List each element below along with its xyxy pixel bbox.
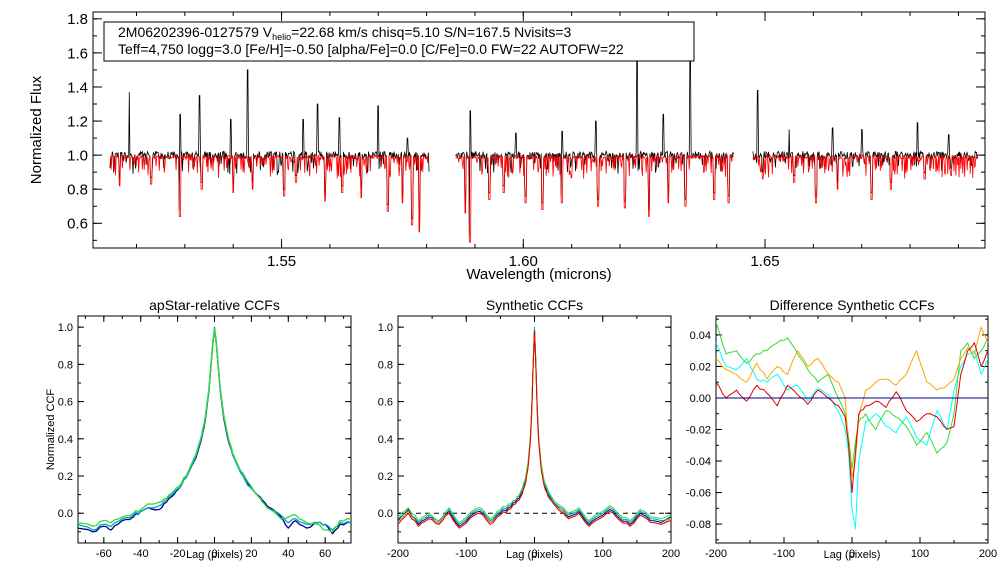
difference_ccf-xlabel: Lag (pixels) <box>824 549 881 561</box>
difference_ccf-ytick-label: -0.06 <box>686 488 711 500</box>
difference_ccf-series-visit-1 <box>716 342 988 530</box>
synthetic_ccf-ytick-label: 0.6 <box>378 397 393 409</box>
difference_ccf-ytick-label: 0.02 <box>690 361 711 373</box>
synthetic_ccf-xtick-label: -100 <box>455 548 477 560</box>
synthetic_ccf-xtick-label: 0 <box>531 548 537 560</box>
difference_ccf-series-visit-3 <box>716 326 988 478</box>
apstar_ccf-ytick-label: 1.0 <box>58 322 73 334</box>
spectrum-synthetic-chip-2 <box>455 153 734 243</box>
spectrum-ytick-label: 0.6 <box>67 216 88 233</box>
difference_ccf-title: Difference Synthetic CCFs <box>770 297 935 313</box>
apstar_ccf-series-visit-3 <box>78 328 351 533</box>
spectrum-xtick-label: 1.65 <box>750 253 779 270</box>
info-chisq: chisq=5.10 <box>368 24 440 40</box>
info-vhelio-sub: helio <box>272 32 291 42</box>
difference_ccf-ytick-label: -0.04 <box>686 456 711 468</box>
synthetic_ccf-xtick-label: -200 <box>387 548 409 560</box>
spectrum-ytick-label: 0.8 <box>67 182 88 199</box>
apstar_ccf-xtick-label: 60 <box>319 548 331 560</box>
apstar_ccf-xlabel: Lag (pixels) <box>186 549 243 561</box>
info-sn: S/N=167.5 <box>440 24 511 40</box>
spectrum-xlabel: Wavelength (microns) <box>466 266 611 283</box>
apstar_ccf-title: apStar-relative CCFs <box>149 297 280 313</box>
info-line-1: 2M06202396-0127579 Vhelio=22.68 km/s chi… <box>118 24 572 42</box>
info-vhelio-value: =22.68 km/s <box>291 24 368 40</box>
difference_ccf-xtick-label: -100 <box>773 548 795 560</box>
apstar_ccf-xtick-label: 40 <box>282 548 294 560</box>
info-line-2: Teff=4,750 logg=3.0 [Fe/H]=-0.50 [alpha/… <box>118 41 624 57</box>
spectrum-synthetic-chip-1 <box>109 153 430 233</box>
difference_ccf-series-visit-4 <box>716 342 988 494</box>
spectrum-ytick-label: 1.8 <box>67 11 88 28</box>
difference-ccf-panel: -200 -100 0 100 200 -0.08 -0.06 -0.04 -0.02 0.00 0… <box>686 297 997 561</box>
difference_ccf-xtick-label: 0 <box>849 548 855 560</box>
spectrum-ytick-label: 1.2 <box>67 113 88 130</box>
apstar_ccf-ytick-label: 0.4 <box>58 434 73 446</box>
apstar_ccf-ytick-label: 0.0 <box>58 508 73 520</box>
spectrum-ytick-label: 1.6 <box>67 45 88 62</box>
apstar_ccf-xtick-label: -60 <box>96 548 112 560</box>
spectrum-ytick-label: 1.0 <box>67 148 88 165</box>
difference_ccf-ytick-label: 0.04 <box>690 330 711 342</box>
spectrum-observed-chip-1 <box>109 69 430 226</box>
synthetic-ccf-panel: -200 -100 0 100 200 0.0 0.2 0.4 0.6 0.8 1.0 Lag (pi… <box>378 297 680 561</box>
difference_ccf-xtick-label: 100 <box>911 548 929 560</box>
info-nvisits: Nvisits=3 <box>510 24 571 40</box>
synthetic_ccf-ytick-label: 0.8 <box>378 359 393 371</box>
info-vhelio-symbol: V <box>263 24 273 40</box>
synthetic_ccf-xtick-label: 200 <box>662 548 680 560</box>
difference_ccf-xtick-label: 200 <box>979 548 997 560</box>
difference_ccf-ytick-label: -0.02 <box>686 424 711 436</box>
info-box <box>103 21 695 62</box>
synthetic_ccf-series-visit-5 <box>398 330 671 529</box>
difference_ccf-series-visit-2 <box>716 322 988 470</box>
apstar_ccf-xtick-label: 0 <box>211 548 217 560</box>
synthetic_ccf-ytick-label: 0.4 <box>378 434 393 446</box>
apstar_ccf-xtick-label: -40 <box>133 548 149 560</box>
apstar_ccf-xtick-label: -20 <box>170 548 186 560</box>
spectrum-xtick-label: 1.55 <box>267 253 296 270</box>
synthetic_ccf-ytick-label: 0.2 <box>378 471 393 483</box>
spectrum-ylabel: Normalized Flux <box>28 75 45 184</box>
spectrum-ytick-label: 1.4 <box>67 79 88 96</box>
difference_ccf-ytick-label: -0.08 <box>686 519 711 531</box>
synthetic_ccf-series-visit-2 <box>398 326 671 525</box>
synthetic_ccf-ytick-label: 0.0 <box>378 508 393 520</box>
difference_ccf-xtick-label: -200 <box>705 548 727 560</box>
apstar_ccf-ytick-label: 0.8 <box>58 359 73 371</box>
synthetic_ccf-ytick-label: 1.0 <box>378 322 393 334</box>
spectrum-xtick-label: 1.60 <box>509 253 538 270</box>
spectrum-panel: 1.55 1.60 1.65 0.6 0.8 1.0 1.2 1.4 1.6 1.8 Wavelen… <box>28 11 986 283</box>
info-object: 2M06202396-0127579 <box>118 24 263 40</box>
synthetic_ccf-xlabel: Lag (pixels) <box>506 549 563 561</box>
synthetic_ccf-title: Synthetic CCFs <box>486 297 583 313</box>
apstar_ccf-ylabel: Normalized CCF <box>45 389 57 471</box>
apstar_ccf-ytick-label: 0.2 <box>58 471 73 483</box>
synthetic_ccf-series-visit-3 <box>398 328 671 525</box>
synthetic_ccf-xtick-label: 100 <box>594 548 612 560</box>
apstar_ccf-xtick-label: 20 <box>245 548 257 560</box>
difference_ccf-ytick-label: 0.00 <box>690 393 711 405</box>
spectrum-frame <box>92 11 986 249</box>
spectrum-synthetic-chip-3 <box>752 153 978 204</box>
apstar_ccf-ytick-label: 0.6 <box>58 397 73 409</box>
apstar-ccf-panel: -60 -40 -20 0 20 40 60 0.0 0.2 0.4 0.6 0.8 1.0 Lag (p… <box>45 297 352 561</box>
